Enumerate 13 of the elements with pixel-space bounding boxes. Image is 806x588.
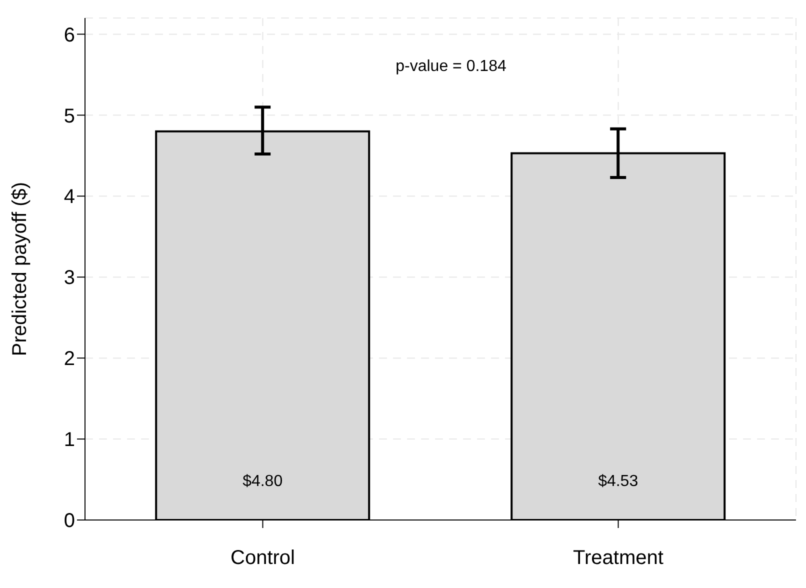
y-tick-label: 0 — [64, 510, 75, 532]
data-label: $4.53 — [598, 473, 638, 490]
y-axis-title: Predicted payoff ($) — [9, 182, 31, 356]
x-tick-label: Control — [230, 547, 295, 570]
data-label: $4.80 — [242, 473, 283, 490]
y-tick-label: 3 — [64, 267, 75, 290]
y-tick-label: 4 — [64, 186, 75, 208]
y-tick-label: 2 — [64, 348, 75, 370]
x-tick-label: Treatment — [573, 547, 664, 570]
y-tick-label: 1 — [64, 429, 75, 452]
y-tick-label: 5 — [64, 105, 75, 128]
y-tick-label: 6 — [64, 24, 75, 46]
annotation: p-value = 0.184 — [394, 58, 508, 76]
